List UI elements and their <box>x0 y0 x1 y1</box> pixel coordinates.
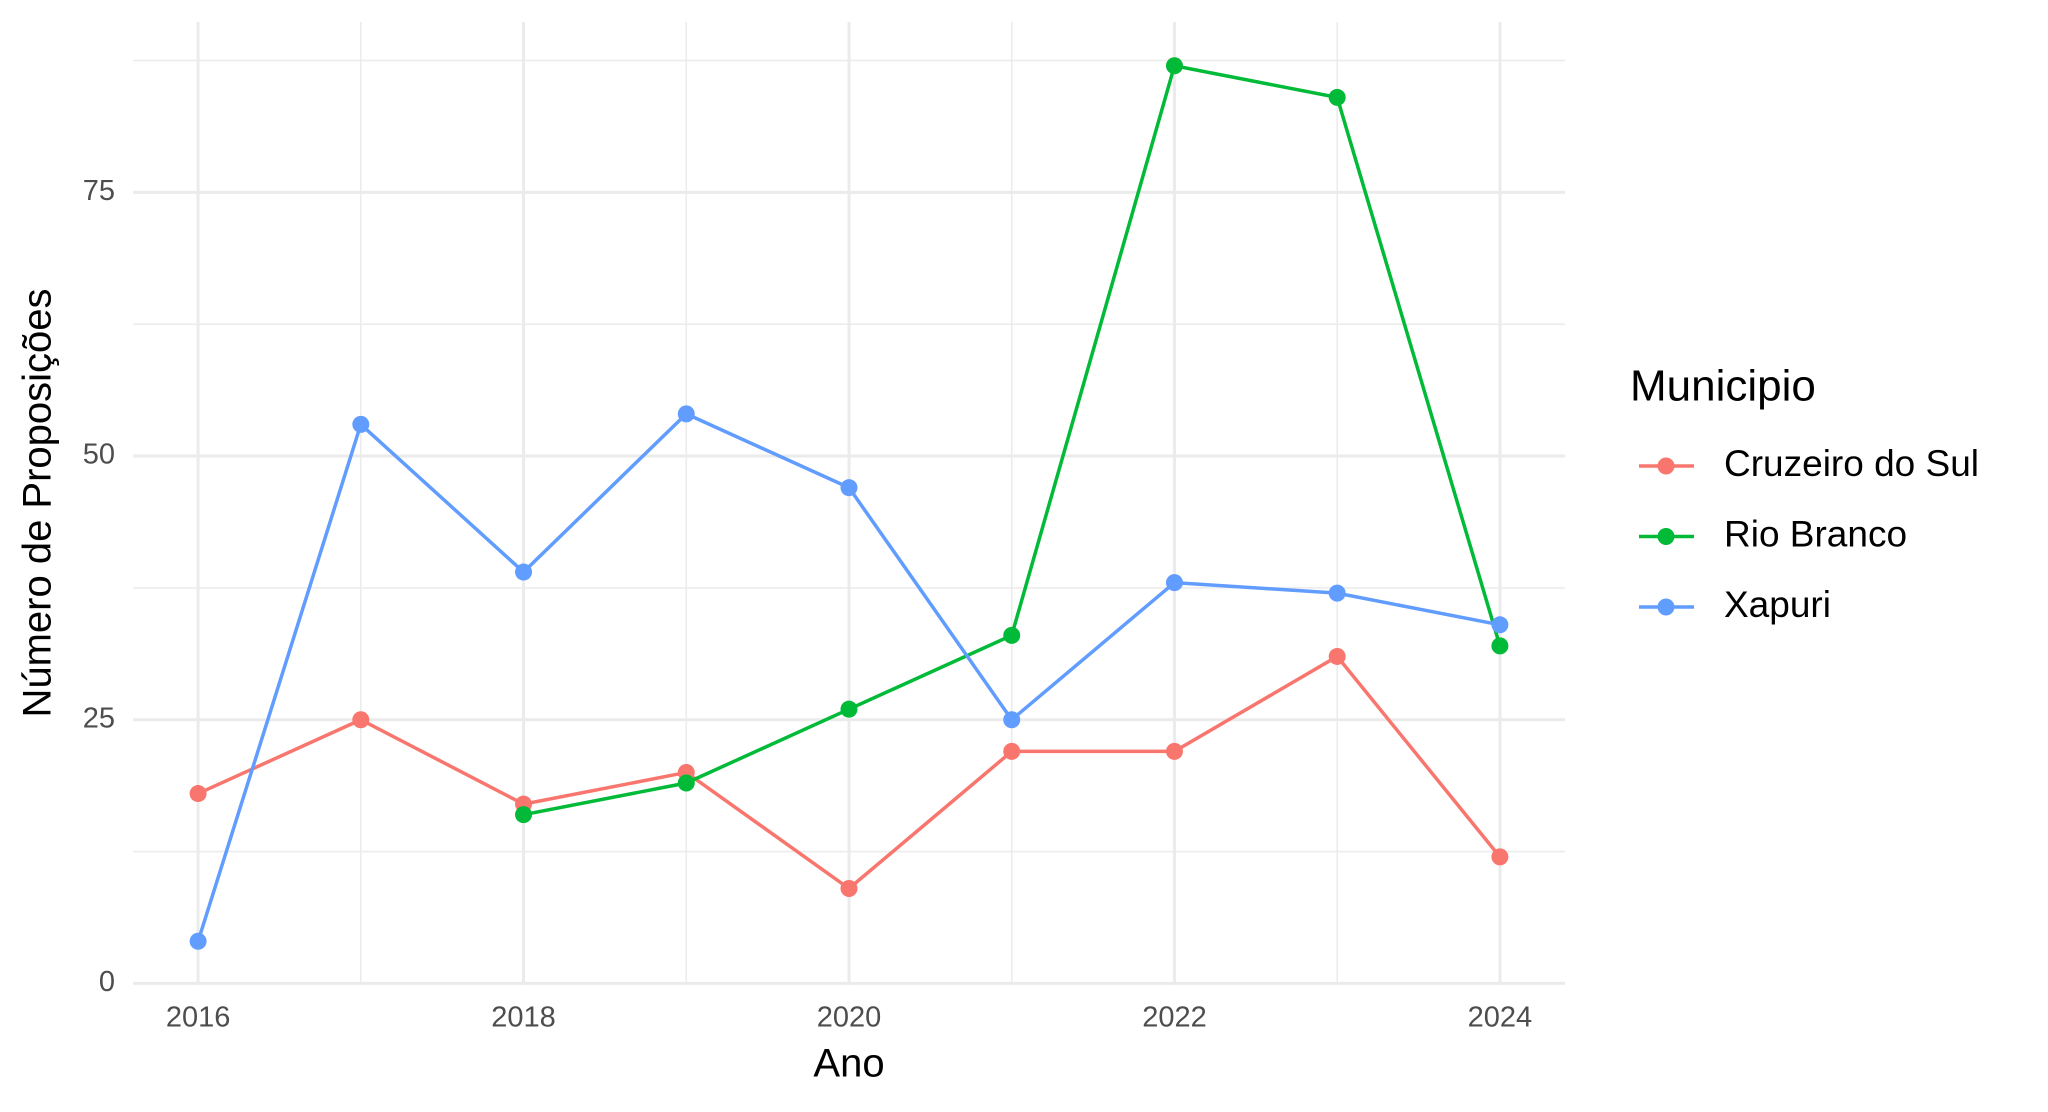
data-point <box>677 405 695 423</box>
data-point <box>1003 742 1021 760</box>
legend-label: Rio Branco <box>1724 513 1907 554</box>
data-point <box>352 415 370 433</box>
data-point <box>1165 574 1183 592</box>
data-point <box>840 879 858 897</box>
data-point <box>1165 742 1183 760</box>
legend-key-point <box>1657 598 1675 616</box>
data-point <box>1491 848 1509 866</box>
data-point <box>840 700 858 718</box>
data-point <box>189 932 207 950</box>
legend-key-point <box>1657 528 1675 545</box>
y-tick-label: 75 <box>83 175 115 207</box>
legend-label: Xapuri <box>1724 584 1831 625</box>
legend-label: Cruzeiro do Sul <box>1724 443 1979 484</box>
x-tick-label: 2020 <box>817 1002 882 1034</box>
data-point <box>840 479 858 497</box>
x-tick-label: 2022 <box>1142 1002 1207 1034</box>
y-tick-label: 0 <box>99 966 115 998</box>
data-point <box>1328 88 1346 106</box>
x-tick-label: 2016 <box>166 1002 231 1034</box>
data-point <box>1003 711 1021 729</box>
y-tick-label: 25 <box>83 702 115 734</box>
data-point <box>515 563 533 581</box>
data-point <box>1328 647 1346 665</box>
data-point <box>1491 637 1509 655</box>
data-point <box>1165 57 1183 75</box>
data-point <box>189 785 207 803</box>
data-point <box>677 774 695 792</box>
data-point <box>515 806 533 824</box>
legend-key-point <box>1657 457 1675 475</box>
data-point <box>1328 584 1346 602</box>
data-point <box>352 711 370 729</box>
data-point <box>1003 626 1021 644</box>
x-tick-label: 2024 <box>1468 1002 1533 1034</box>
y-axis-title: Número de Proposições <box>16 288 60 717</box>
legend-title: Municipio <box>1630 362 1816 411</box>
x-axis-title: Ano <box>813 1042 884 1086</box>
y-tick-label: 50 <box>83 439 115 471</box>
x-tick-label: 2018 <box>491 1002 556 1034</box>
data-point <box>1491 616 1509 634</box>
